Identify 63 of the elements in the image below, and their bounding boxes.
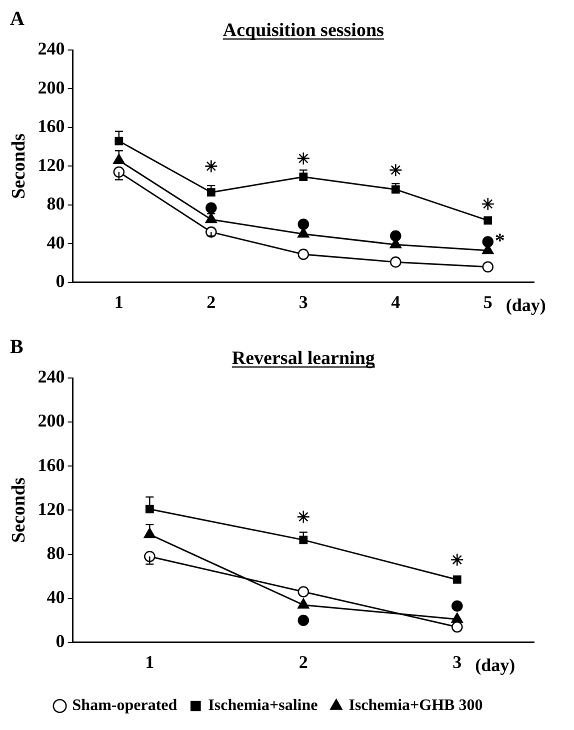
y-tick-label: 80	[46, 194, 65, 214]
point	[390, 230, 402, 242]
point	[451, 621, 463, 633]
legend-label: Ischemia+saline	[208, 697, 318, 714]
y-tick-label: 160	[38, 454, 65, 475]
point	[298, 248, 310, 260]
point	[296, 152, 310, 166]
y-tick-label: 160	[38, 116, 65, 136]
point	[206, 202, 217, 214]
x-tick-label: 1	[145, 652, 154, 672]
x-axis-title: (day)	[475, 655, 516, 676]
point	[484, 216, 492, 225]
point	[451, 600, 463, 612]
y-tick-label: 0	[56, 631, 65, 652]
point	[145, 504, 154, 514]
chart-title: Reversal learning	[232, 348, 376, 369]
text: A	[10, 8, 25, 30]
y-tick-label: 200	[38, 77, 65, 98]
chart-title: Acquisition sessions	[222, 20, 384, 41]
point	[482, 261, 494, 273]
x-tick-label: 5	[483, 292, 492, 312]
x-tick-label: 4	[391, 292, 400, 312]
x-tick-label: 2	[298, 652, 308, 672]
point	[391, 185, 400, 194]
y-axis-title: Seconds	[8, 133, 30, 199]
point	[298, 598, 310, 609]
y-axis-title: Seconds	[8, 477, 30, 543]
data-label: *	[494, 230, 505, 252]
x-tick-label: 2	[206, 292, 216, 312]
x-axis-title: (day)	[506, 295, 546, 316]
point	[450, 553, 464, 566]
point	[451, 612, 463, 623]
x-tick-label: 1	[114, 292, 124, 312]
y-tick-label: 0	[56, 271, 65, 292]
y-tick-label: 40	[46, 586, 65, 607]
legend-label: Sham-operated	[72, 697, 178, 714]
point	[482, 236, 494, 248]
point	[113, 154, 125, 164]
y-tick-label: 240	[38, 38, 65, 59]
point	[388, 163, 402, 177]
y-tick-label: 80	[46, 542, 65, 563]
legend-label: Ischemia+GHB 300	[348, 697, 483, 714]
x-tick-label: 3	[452, 652, 462, 672]
point	[452, 575, 462, 584]
point	[205, 212, 218, 224]
point	[298, 218, 310, 230]
x-tick-label: 3	[298, 292, 308, 312]
y-tick-label: 240	[38, 366, 65, 387]
point	[114, 136, 124, 146]
point	[390, 256, 402, 268]
y-tick-label: 200	[38, 410, 65, 431]
point	[481, 197, 495, 211]
point	[299, 172, 308, 182]
point	[298, 586, 310, 598]
y-tick-label: 120	[38, 498, 65, 519]
y-tick-label: 40	[46, 232, 65, 252]
point	[298, 614, 310, 626]
point	[299, 536, 308, 544]
point	[204, 160, 218, 173]
point	[206, 188, 216, 197]
y-tick-label: 120	[38, 154, 65, 175]
point	[296, 510, 310, 524]
text: B	[10, 336, 24, 358]
